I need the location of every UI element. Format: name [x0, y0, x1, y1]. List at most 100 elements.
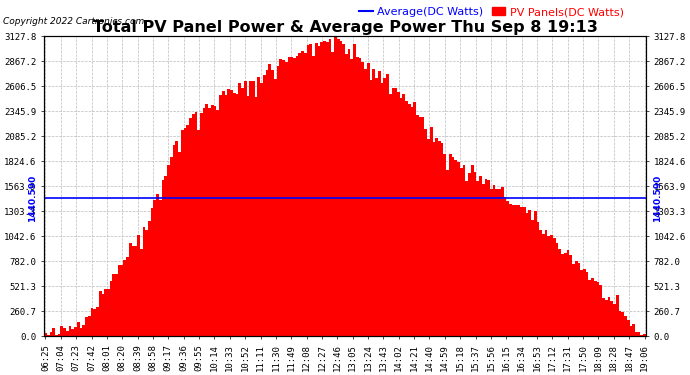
Bar	[137, 235, 140, 336]
Bar	[101, 294, 104, 336]
Bar	[553, 238, 555, 336]
Bar	[400, 98, 402, 336]
Bar	[217, 110, 219, 336]
Bar	[339, 41, 342, 336]
Bar	[605, 300, 608, 336]
Bar	[575, 261, 578, 336]
Bar	[597, 282, 600, 336]
Bar	[591, 278, 594, 336]
Bar	[317, 46, 320, 336]
Bar	[104, 288, 107, 336]
Bar	[214, 106, 217, 336]
Bar	[441, 143, 444, 336]
Bar	[583, 269, 586, 336]
Bar	[465, 181, 468, 336]
Bar	[203, 108, 206, 336]
Bar	[208, 108, 211, 336]
Bar	[315, 43, 317, 336]
Bar	[230, 90, 233, 336]
Bar	[79, 328, 82, 336]
Bar	[337, 39, 339, 336]
Bar	[526, 213, 529, 336]
Title: Total PV Panel Power & Average Power Thu Sep 8 19:13: Total PV Panel Power & Average Power Thu…	[92, 20, 598, 35]
Bar	[419, 117, 422, 336]
Bar	[624, 316, 627, 336]
Bar	[362, 62, 364, 336]
Bar	[452, 157, 455, 336]
Bar	[161, 180, 164, 336]
Bar	[462, 165, 465, 336]
Bar	[643, 334, 646, 336]
Bar	[413, 102, 416, 336]
Bar	[112, 274, 115, 336]
Bar	[438, 141, 441, 336]
Bar	[99, 291, 101, 336]
Bar	[82, 325, 85, 336]
Bar	[370, 80, 373, 336]
Bar	[394, 88, 397, 336]
Bar	[107, 290, 110, 336]
Bar	[52, 328, 55, 336]
Bar	[61, 326, 63, 336]
Bar	[518, 205, 520, 336]
Bar	[619, 310, 621, 336]
Bar	[146, 230, 148, 336]
Bar	[515, 205, 518, 336]
Bar	[558, 249, 561, 336]
Bar	[509, 204, 512, 336]
Bar	[408, 104, 411, 336]
Bar	[271, 70, 274, 336]
Bar	[345, 54, 348, 336]
Bar	[460, 168, 462, 336]
Bar	[235, 94, 238, 336]
Bar	[148, 221, 150, 336]
Bar	[600, 285, 602, 336]
Bar	[252, 81, 255, 336]
Bar	[110, 281, 112, 336]
Bar	[367, 63, 370, 336]
Bar	[433, 142, 435, 336]
Bar	[170, 157, 172, 336]
Bar	[233, 93, 235, 336]
Bar	[274, 79, 277, 336]
Bar	[309, 44, 312, 336]
Bar	[150, 209, 153, 336]
Bar	[613, 304, 616, 336]
Text: 1440.590: 1440.590	[28, 174, 37, 222]
Bar	[547, 236, 550, 336]
Bar	[290, 57, 293, 336]
Bar	[222, 92, 225, 336]
Bar	[143, 227, 146, 336]
Bar	[635, 332, 638, 336]
Bar	[115, 274, 118, 336]
Bar	[266, 70, 268, 336]
Bar	[77, 322, 79, 336]
Bar	[260, 83, 263, 336]
Bar	[304, 53, 306, 336]
Bar	[529, 210, 531, 336]
Bar	[479, 176, 482, 336]
Bar	[594, 280, 597, 336]
Bar	[586, 272, 589, 336]
Bar	[90, 308, 93, 336]
Bar	[348, 49, 351, 336]
Bar	[58, 334, 61, 336]
Bar	[627, 320, 629, 336]
Bar	[373, 69, 375, 336]
Bar	[540, 230, 542, 336]
Bar	[416, 115, 419, 336]
Bar	[427, 140, 430, 336]
Bar	[211, 105, 214, 336]
Bar	[189, 118, 192, 336]
Bar	[561, 254, 564, 336]
Bar	[197, 130, 200, 336]
Bar	[384, 78, 386, 336]
Bar	[279, 59, 282, 336]
Legend: Average(DC Watts), PV Panels(DC Watts): Average(DC Watts), PV Panels(DC Watts)	[355, 3, 629, 22]
Bar	[244, 81, 246, 336]
Bar	[175, 141, 178, 336]
Bar	[580, 270, 583, 336]
Bar	[88, 316, 90, 336]
Bar	[391, 88, 394, 336]
Bar	[520, 207, 523, 336]
